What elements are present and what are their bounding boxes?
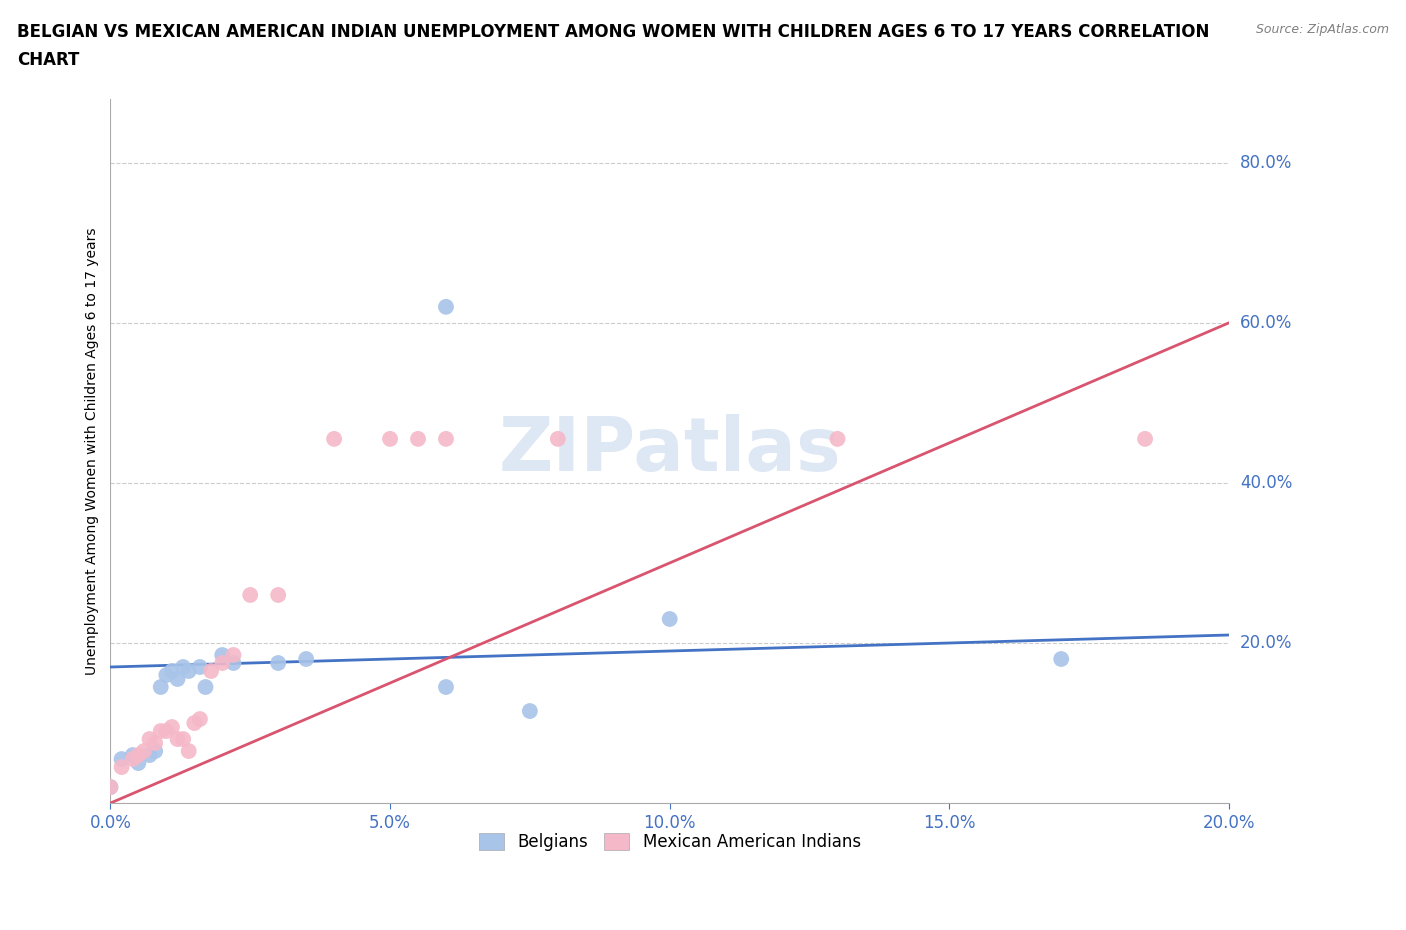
Text: CHART: CHART (17, 51, 79, 69)
Point (239, 588, 262, 603)
Point (295, 652, 318, 667)
Point (166, 732, 188, 747)
Point (547, 432, 569, 446)
Point (1133, 432, 1156, 446)
Point (160, 720, 183, 735)
Point (172, 659, 194, 674)
Y-axis label: Unemployment Among Women with Children Ages 6 to 17 years: Unemployment Among Women with Children A… (86, 227, 100, 674)
Text: ZIPatlas: ZIPatlas (498, 415, 841, 487)
Text: 40.0%: 40.0% (1240, 474, 1292, 492)
Point (434, 680, 457, 695)
Point (267, 656, 290, 671)
Point (100, 779, 122, 794)
Point (434, 299, 457, 314)
Point (143, 736, 166, 751)
Point (127, 755, 149, 770)
Point (194, 680, 217, 695)
Text: Source: ZipAtlas.com: Source: ZipAtlas.com (1256, 23, 1389, 36)
Point (121, 748, 143, 763)
Point (149, 724, 172, 738)
Point (138, 748, 160, 763)
Text: 60.0%: 60.0% (1240, 313, 1292, 332)
Point (211, 656, 233, 671)
Point (658, 612, 681, 627)
Text: 20.0%: 20.0% (1240, 634, 1292, 652)
Point (138, 732, 160, 747)
Point (121, 751, 143, 766)
Point (406, 432, 429, 446)
Point (323, 432, 346, 446)
Legend: Belgians, Mexican American Indians: Belgians, Mexican American Indians (472, 827, 868, 858)
Point (166, 671, 188, 686)
Point (155, 724, 177, 738)
Point (177, 664, 200, 679)
Point (188, 711, 211, 726)
Point (188, 659, 211, 674)
Point (519, 704, 541, 719)
Point (211, 647, 233, 662)
Point (183, 715, 205, 730)
Point (110, 760, 132, 775)
Point (110, 751, 132, 766)
Point (172, 732, 194, 747)
Point (827, 432, 849, 446)
Point (434, 432, 457, 446)
Point (132, 744, 155, 759)
Point (378, 432, 401, 446)
Point (149, 680, 172, 695)
Text: BELGIAN VS MEXICAN AMERICAN INDIAN UNEMPLOYMENT AMONG WOMEN WITH CHILDREN AGES 6: BELGIAN VS MEXICAN AMERICAN INDIAN UNEMP… (17, 23, 1209, 41)
Point (222, 647, 245, 662)
Text: 80.0%: 80.0% (1240, 153, 1292, 172)
Point (267, 588, 290, 603)
Point (177, 744, 200, 759)
Point (143, 744, 166, 759)
Point (127, 748, 149, 763)
Point (155, 668, 177, 683)
Point (222, 656, 245, 671)
Point (200, 664, 222, 679)
Point (1050, 652, 1073, 667)
Point (160, 664, 183, 679)
Point (100, 779, 122, 794)
